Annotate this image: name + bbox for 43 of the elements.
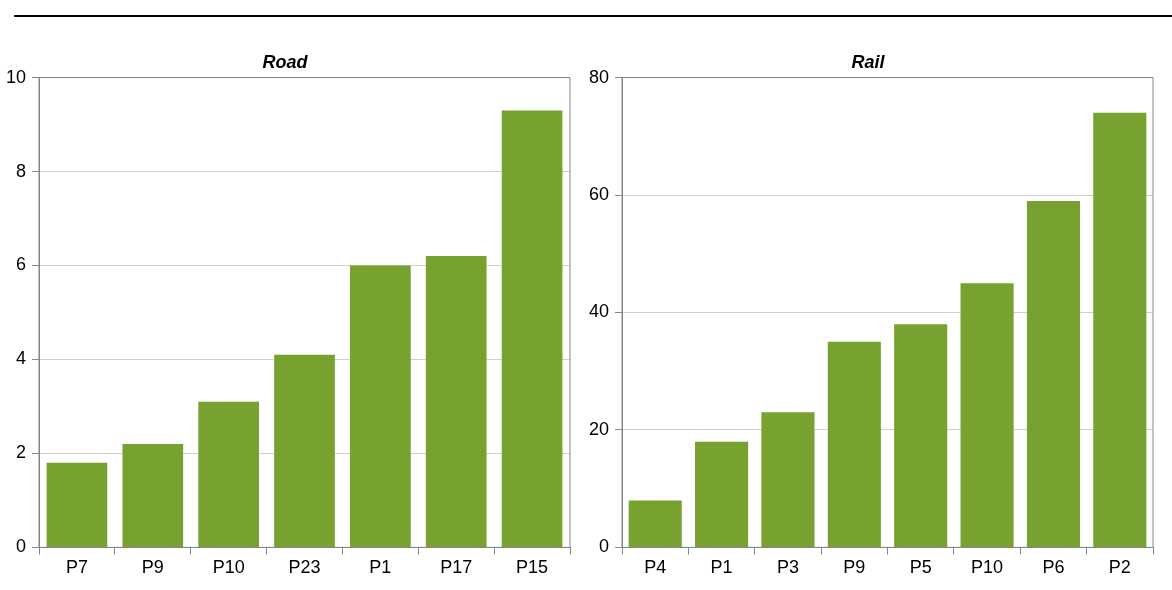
y-tick-label: 10 bbox=[5, 66, 27, 87]
bar bbox=[425, 256, 487, 547]
bar bbox=[122, 444, 184, 547]
bar bbox=[827, 341, 881, 547]
x-tick-label: P1 bbox=[710, 557, 733, 578]
x-tick-label: P2 bbox=[1108, 557, 1131, 578]
bar bbox=[350, 265, 411, 547]
bar bbox=[1026, 200, 1080, 547]
x-tick-label: P10 bbox=[971, 557, 1004, 578]
x-tick-label: P23 bbox=[288, 557, 321, 578]
bar bbox=[274, 354, 335, 547]
x-tick-label: P9 bbox=[843, 557, 866, 578]
x-tick-label: P9 bbox=[141, 557, 164, 578]
y-tick-label: 8 bbox=[16, 160, 27, 181]
x-tick-label: P1 bbox=[369, 557, 392, 578]
bar bbox=[501, 110, 563, 547]
x-tick-label: P17 bbox=[440, 557, 473, 578]
chart-title: Rail bbox=[851, 51, 886, 72]
bar bbox=[894, 324, 948, 547]
y-tick-label: 60 bbox=[588, 184, 610, 205]
bar bbox=[46, 462, 108, 547]
x-tick-label: P10 bbox=[212, 557, 245, 578]
y-tick-label: 6 bbox=[16, 254, 27, 275]
y-tick-label: 0 bbox=[16, 536, 27, 557]
bar bbox=[695, 441, 749, 547]
x-tick-label: P15 bbox=[516, 557, 549, 578]
y-tick-label: 4 bbox=[16, 348, 27, 369]
bar bbox=[628, 500, 682, 547]
y-tick-label: 80 bbox=[588, 66, 610, 87]
x-tick-label: P7 bbox=[65, 557, 88, 578]
chart-title: Road bbox=[262, 51, 309, 72]
y-tick-label: 40 bbox=[588, 301, 610, 322]
bar bbox=[198, 401, 259, 547]
y-tick-label: 20 bbox=[588, 418, 610, 439]
y-tick-label: 2 bbox=[16, 442, 27, 463]
x-tick-label: P6 bbox=[1042, 557, 1065, 578]
bar bbox=[960, 283, 1014, 547]
y-tick-label: 0 bbox=[599, 536, 610, 557]
x-tick-label: P4 bbox=[644, 557, 667, 578]
bar bbox=[1093, 112, 1147, 547]
x-tick-label: P5 bbox=[909, 557, 932, 578]
bar bbox=[761, 412, 815, 547]
x-tick-label: P3 bbox=[776, 557, 799, 578]
